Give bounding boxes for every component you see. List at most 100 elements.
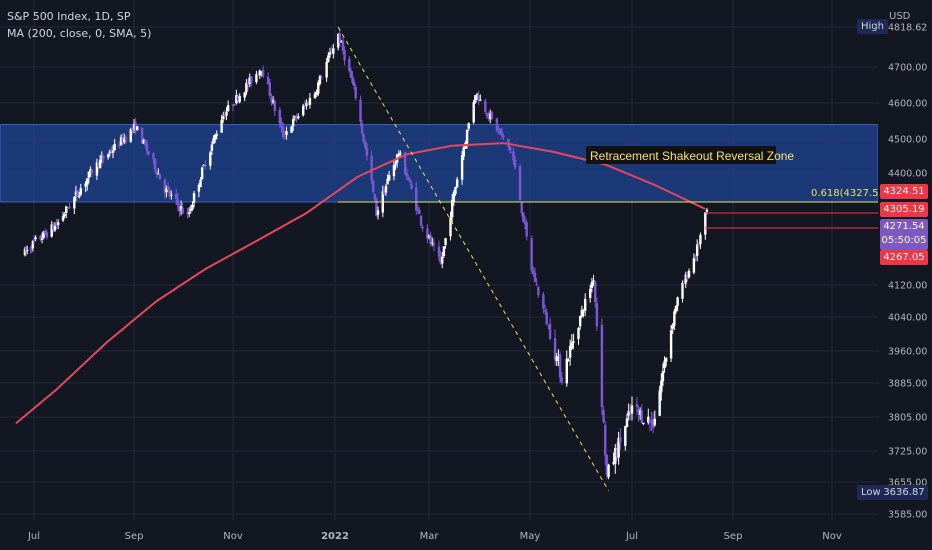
candle-body	[200, 167, 204, 179]
candle-body	[699, 234, 702, 245]
candle-body	[246, 82, 250, 85]
candle-body	[273, 100, 277, 111]
candle-body	[313, 93, 317, 99]
candle-body	[416, 208, 420, 210]
candle-body	[454, 187, 457, 194]
candle-body	[354, 87, 357, 99]
candle-body	[338, 33, 341, 43]
price-tag-4267: 4267.05	[880, 250, 928, 265]
candle-body	[658, 390, 661, 416]
candle-body	[61, 216, 65, 221]
candle-body	[460, 155, 464, 180]
candle-body	[594, 281, 597, 303]
candle-body	[588, 288, 592, 298]
candle-body	[305, 102, 308, 107]
candle-body	[694, 256, 697, 258]
candle-body	[235, 95, 238, 104]
candle-body	[32, 239, 36, 241]
candle-body	[23, 248, 27, 256]
candle-body	[215, 133, 218, 136]
symbol-title[interactable]: S&P 500 Index, 1D, SP	[7, 10, 131, 23]
candle-body	[455, 179, 459, 188]
price-tick-label: 3885.00	[888, 379, 927, 390]
candle-body	[152, 153, 155, 160]
candle-body	[325, 61, 328, 78]
candle-body	[39, 235, 42, 240]
candle-body	[407, 177, 410, 181]
price-tick-label: 4120.00	[888, 281, 927, 292]
candle-body	[704, 212, 707, 235]
candle-body	[31, 240, 35, 249]
bar-countdown: 05:50:05	[881, 235, 927, 246]
candle-body	[204, 164, 207, 167]
candle-body	[153, 159, 157, 171]
candle-body	[243, 92, 246, 98]
price-tick-label: 4600.00	[888, 99, 927, 110]
time-tick-label: May	[520, 531, 541, 542]
candle-body	[650, 420, 653, 422]
candle-body	[437, 246, 441, 257]
candle-body	[65, 206, 68, 214]
candle-body	[73, 196, 76, 209]
time-axis-bg	[0, 520, 932, 550]
candle-body	[223, 115, 227, 117]
candle-body	[260, 71, 263, 73]
candle-body	[186, 211, 189, 214]
candle-body	[489, 113, 492, 120]
price-tick-label: 4818.62	[888, 23, 927, 34]
candle-body	[474, 95, 477, 103]
candle-body	[181, 207, 184, 214]
candle-body	[495, 118, 499, 131]
candle-body	[166, 186, 170, 190]
candle-body	[386, 178, 389, 185]
candle-body	[359, 99, 362, 122]
candle-body	[665, 357, 668, 362]
candle-body	[472, 102, 475, 123]
candle-body	[580, 309, 584, 317]
candle-body	[142, 139, 145, 144]
candle-body	[582, 311, 585, 313]
high-tag: High	[857, 19, 888, 34]
candle-body	[512, 151, 515, 161]
candle-body	[53, 225, 57, 231]
candle-body	[63, 214, 66, 216]
candle-body	[189, 209, 193, 211]
candle-body	[90, 169, 94, 174]
candle-body	[533, 272, 537, 283]
candle-body	[40, 238, 44, 240]
candle-body	[475, 93, 479, 95]
candle-body	[278, 109, 282, 124]
candle-body	[432, 243, 436, 246]
candle-body	[318, 76, 322, 84]
time-tick-label: Nov	[223, 531, 243, 542]
time-tick-label: Sep	[125, 531, 144, 542]
candle-body	[522, 212, 525, 223]
candle-body	[484, 100, 487, 113]
candle-body	[600, 324, 604, 408]
candle-body	[79, 188, 82, 195]
candle-body	[213, 134, 217, 140]
candle-body	[661, 371, 665, 382]
candle-body	[441, 256, 444, 264]
candle-body	[315, 92, 318, 95]
candle-body	[145, 143, 149, 151]
candle-body	[627, 410, 630, 416]
candle-body	[365, 147, 369, 156]
candle-body	[76, 190, 79, 196]
candle-body	[233, 104, 236, 106]
candle-body	[231, 104, 235, 106]
candle-body	[555, 356, 558, 362]
price-tick-label: 3725.00	[888, 447, 927, 458]
candle-body	[376, 210, 380, 215]
candle-body	[42, 231, 45, 238]
candle-body	[155, 171, 158, 174]
candle-body	[450, 199, 454, 218]
candle-body	[74, 191, 78, 196]
candle-body	[26, 250, 29, 252]
indicator-label[interactable]: MA (200, close, 0, SMA, 5)	[7, 27, 152, 40]
candle-body	[283, 136, 287, 138]
candle-body	[86, 178, 89, 186]
candle-body	[50, 224, 53, 237]
candle-body	[340, 41, 343, 43]
